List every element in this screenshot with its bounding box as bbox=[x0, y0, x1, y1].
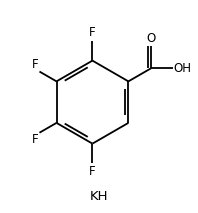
Text: O: O bbox=[147, 32, 156, 45]
Text: F: F bbox=[89, 26, 96, 39]
Text: F: F bbox=[32, 58, 38, 71]
Text: OH: OH bbox=[174, 62, 192, 75]
Text: F: F bbox=[32, 133, 38, 146]
Text: KH: KH bbox=[90, 190, 108, 203]
Text: F: F bbox=[89, 165, 96, 178]
